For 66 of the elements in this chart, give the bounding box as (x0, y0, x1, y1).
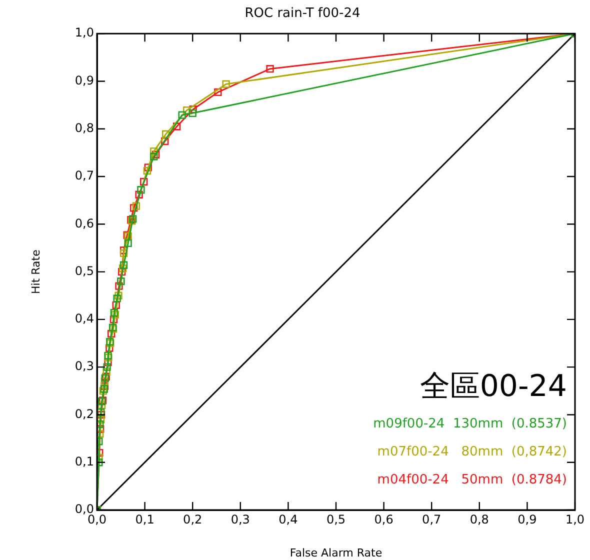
point (97, 410, 106, 419)
y-tick-label: 0,9 (74, 73, 94, 88)
y-tick-label: 0,6 (74, 216, 94, 230)
point (97, 416, 105, 424)
text: m09f00-24 130mm (0.8537) (373, 416, 567, 432)
point (150, 147, 158, 156)
x-tick-label: 0,4 (278, 512, 298, 526)
y-tick-label: 1,0 (74, 26, 94, 40)
point (143, 166, 152, 175)
y-tick-label: 0,5 (74, 264, 94, 278)
point (140, 178, 148, 186)
x-tick-label: 0,9 (518, 512, 537, 526)
x-tick-label: 1,0 (565, 512, 585, 526)
y-tick-label: 0,7 (74, 168, 94, 183)
point (106, 344, 114, 352)
point (266, 65, 274, 73)
y-tick-label: 0,8 (74, 121, 94, 136)
point (114, 292, 122, 300)
point (98, 401, 106, 410)
x-tick-label: 0,5 (326, 512, 346, 526)
x-tick-label: 0,0 (87, 512, 107, 526)
point (214, 88, 222, 96)
point (118, 264, 127, 272)
point (112, 301, 120, 309)
x-tick-label: 0,6 (374, 512, 394, 526)
point (103, 363, 111, 371)
point (104, 358, 112, 366)
point (124, 239, 132, 248)
annotation: 全區00-24 (420, 369, 567, 404)
point (178, 111, 186, 119)
text: m07f00-24 80mm (0,8742) (377, 444, 567, 460)
text: m04f00-24 50mm (0.8784) (377, 472, 567, 488)
point (222, 80, 230, 88)
point (137, 186, 145, 194)
x-tick-label: 0,7 (422, 512, 442, 526)
point (130, 204, 138, 212)
y-tick-label: 0,4 (74, 312, 94, 326)
point (188, 109, 196, 117)
point (102, 368, 110, 376)
point (118, 268, 126, 276)
point (120, 261, 128, 269)
point (97, 420, 104, 428)
y-tick-label: 0,3 (74, 359, 94, 374)
point (183, 106, 191, 114)
point (100, 378, 108, 386)
y-tick-label: 0,2 (74, 406, 94, 421)
point (97, 408, 105, 416)
x-axis-title: False Alarm Rate (290, 546, 382, 560)
point (144, 164, 152, 172)
x-tick-label: 0,1 (135, 512, 154, 526)
point (110, 316, 118, 324)
x-tick-label: 0,8 (470, 512, 489, 526)
point (135, 190, 143, 198)
y-axis-title: Hit Rate (29, 249, 42, 294)
point (115, 282, 123, 290)
point (97, 430, 104, 438)
point (161, 137, 169, 146)
point (113, 294, 121, 302)
point (172, 122, 181, 130)
point (162, 130, 170, 138)
point (132, 202, 140, 210)
x-tick-label: 0,2 (183, 512, 202, 526)
x-tick-label: 0,3 (230, 512, 250, 526)
y-tick-label: 0,1 (74, 454, 94, 468)
point (120, 249, 128, 258)
chart-title: ROC rain-T f00-24 (244, 6, 360, 22)
